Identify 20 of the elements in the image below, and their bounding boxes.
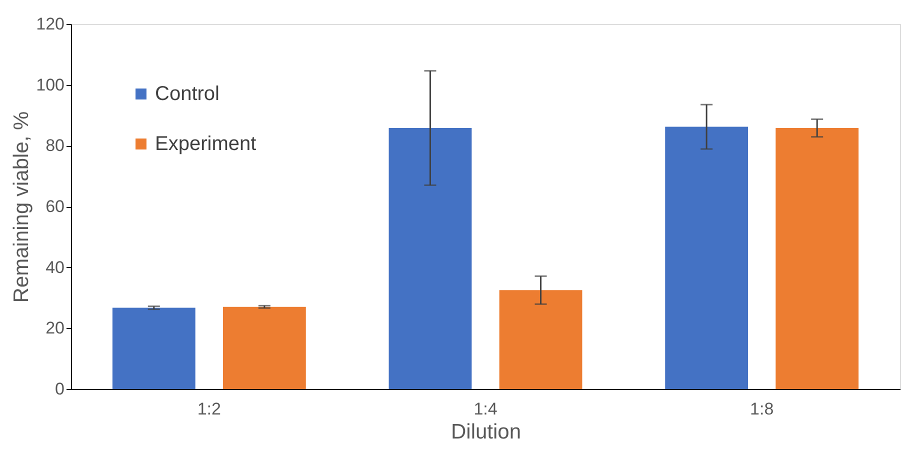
bar: [665, 126, 748, 389]
y-tick-label: 40: [46, 258, 64, 277]
y-tick-label: 20: [46, 318, 64, 338]
x-tick-label: 1:2: [197, 400, 221, 418]
y-tick-label: 80: [46, 136, 64, 156]
bar: [112, 308, 196, 389]
x-tick-label: 1:4: [474, 400, 498, 418]
y-axis-title: Remaining viable, %: [10, 111, 34, 303]
x-tick-label: 1:8: [750, 400, 774, 418]
y-tick-label: 60: [46, 197, 64, 216]
bar: [776, 128, 859, 389]
bar: [388, 128, 472, 389]
x-axis-title: Dilution: [450, 420, 522, 444]
bar: [499, 290, 582, 389]
bar: [222, 306, 306, 389]
legend-label: Experiment: [155, 133, 257, 155]
y-tick-label: 0: [55, 380, 64, 398]
y-tick-label: 100: [36, 75, 64, 94]
y-tick-label: 120: [36, 14, 64, 34]
legend-label: Control: [155, 83, 220, 105]
